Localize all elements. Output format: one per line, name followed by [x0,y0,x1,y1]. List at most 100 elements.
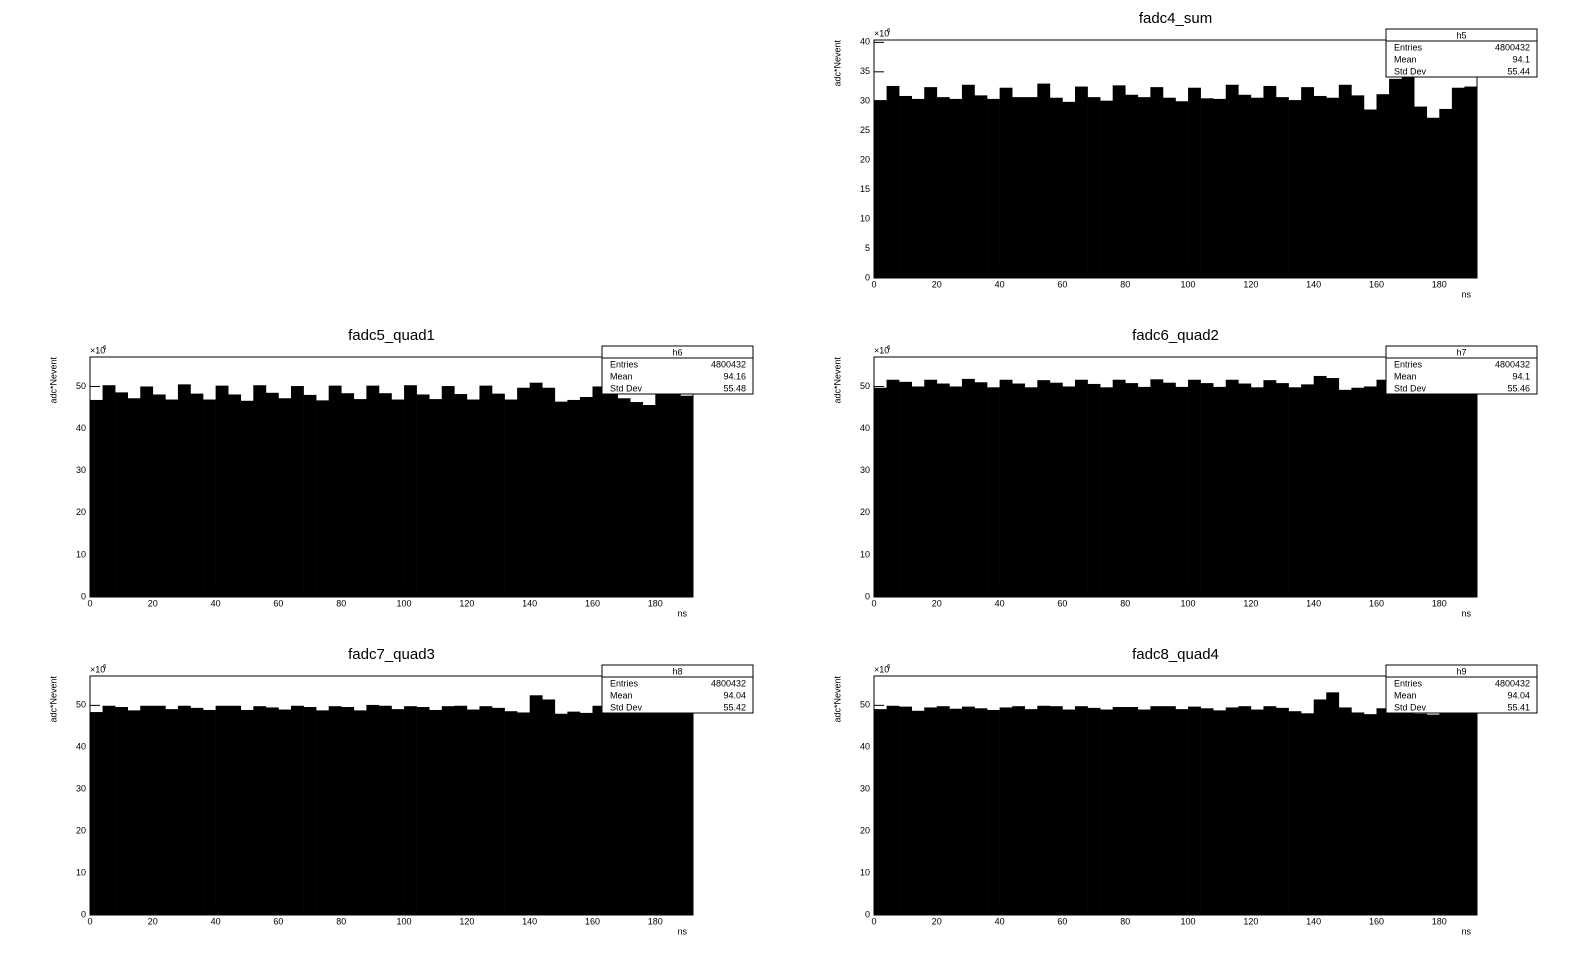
bar [1162,706,1176,915]
bar [1037,83,1051,279]
bar [1137,709,1151,915]
bar [655,707,669,915]
bar [1188,87,1201,278]
bar [1250,97,1264,279]
y-tick-label: 50 [860,700,870,710]
bar [1112,379,1126,597]
bar [1426,117,1440,278]
bar [504,711,518,915]
bar [1276,97,1289,279]
stats-label: Mean [610,371,633,381]
bar [378,705,392,915]
bar [140,386,154,597]
y-tick-label: 50 [860,381,870,391]
bar [353,710,367,915]
x-tick-label: 120 [459,598,474,608]
x-tick-label: 160 [1369,598,1384,608]
y-tick-label: 20 [76,826,86,836]
bar [1137,386,1151,597]
bar [303,707,317,915]
bar [1112,707,1126,915]
x-tick-label: 80 [336,916,346,926]
bar [177,384,191,597]
stats-label: Mean [1394,371,1417,381]
bar [1238,383,1252,597]
bar [1389,384,1402,597]
stats-box [601,664,754,714]
x-tick-label: 140 [522,598,537,608]
bar [1351,712,1365,915]
bar [1301,87,1314,278]
bar [974,382,988,597]
bar [924,707,938,915]
bar [1250,709,1264,915]
y-axis-label: adc*Nevent [48,357,58,404]
stats-label: Entries [1394,42,1423,52]
bar [1288,711,1302,915]
bar [1100,100,1113,278]
bar [874,387,887,597]
x-tick-label: 20 [932,916,942,926]
stats-label: Entries [1394,359,1423,369]
bar [1338,707,1352,915]
bar [911,710,925,915]
stats-value: 55.46 [1507,383,1530,393]
bar [1288,387,1302,597]
x-tick-label: 80 [1120,279,1130,289]
y-multiplier-exponent: 6 [887,346,891,352]
bar [1326,378,1340,597]
bar [974,95,988,278]
bar [1087,97,1101,279]
bar [987,709,1000,915]
y-tick-label: 40 [860,37,870,47]
bar [554,401,568,597]
bar [949,386,963,597]
bar [1175,101,1189,278]
stats-name: h8 [672,666,682,676]
bar [1401,712,1415,915]
bar [1288,100,1302,278]
bar [1376,94,1390,278]
bar [1363,714,1377,915]
bar [1049,97,1063,279]
bar [353,399,367,597]
bar [1238,94,1252,278]
stats-value: 55.48 [723,383,746,393]
bar [1389,707,1402,915]
bar [1263,85,1277,278]
bar [1338,84,1352,278]
y-tick-label: 30 [76,784,86,794]
bar [253,385,267,597]
bar [1338,389,1352,597]
bar [341,707,355,915]
stats-name: h6 [672,347,682,357]
bar [1426,390,1440,597]
stats-label: Std Dev [610,383,643,393]
bar [441,386,455,597]
bar [999,707,1013,915]
bar [1439,384,1453,597]
bar [1238,706,1252,915]
bar [567,399,581,597]
stats-value: 4800432 [711,359,746,369]
bar [1062,101,1076,278]
bar [1012,383,1026,597]
stats-value: 94.04 [723,690,746,700]
bar [1188,706,1201,915]
bar [1049,382,1063,597]
bar [177,705,191,915]
bar [291,386,304,597]
bar [899,381,912,597]
bar [190,393,204,597]
bar [366,704,380,915]
chart-title: fadc5_quad1 [348,327,435,344]
stats-label: Entries [1394,678,1423,688]
y-multiplier-exponent: 6 [103,665,107,671]
bar [642,405,656,597]
y-tick-label: 30 [860,784,870,794]
x-tick-label: 20 [148,916,158,926]
bar [404,706,417,915]
x-axis-label: ns [677,608,687,618]
bar [936,97,950,279]
bar [1426,714,1440,915]
